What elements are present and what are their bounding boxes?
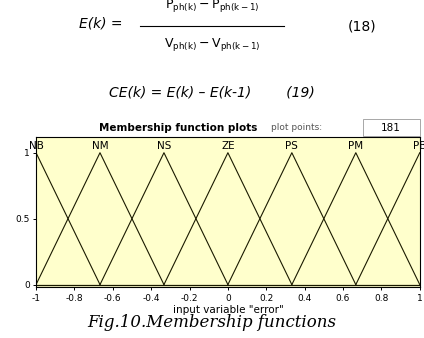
Text: NS: NS	[157, 141, 171, 151]
Text: $\mathregular{V_{ph(k)}-V_{ph(k-1)}}$: $\mathregular{V_{ph(k)}-V_{ph(k-1)}}$	[164, 37, 260, 53]
FancyBboxPatch shape	[363, 119, 420, 136]
Text: E(k) =: E(k) =	[79, 17, 127, 31]
Text: plot points:: plot points:	[271, 123, 323, 132]
Text: (18): (18)	[348, 19, 377, 33]
Text: NB: NB	[28, 141, 44, 151]
Text: PM: PM	[348, 141, 363, 151]
Text: 181: 181	[381, 123, 401, 132]
Text: CE(k) = E(k) – E(k-1)        (19): CE(k) = E(k) – E(k-1) (19)	[109, 85, 315, 99]
X-axis label: input variable "error": input variable "error"	[173, 305, 283, 315]
Text: PS: PS	[285, 141, 298, 151]
Text: Membership function plots: Membership function plots	[99, 123, 257, 132]
Text: $\mathregular{P_{ph(k)}-P_{ph(k-1)}}$: $\mathregular{P_{ph(k)}-P_{ph(k-1)}}$	[165, 0, 259, 15]
Text: NM: NM	[92, 141, 108, 151]
Text: Fig.10.Membership functions: Fig.10.Membership functions	[87, 314, 337, 331]
Text: PB: PB	[413, 141, 424, 151]
Text: ZE: ZE	[221, 141, 235, 151]
